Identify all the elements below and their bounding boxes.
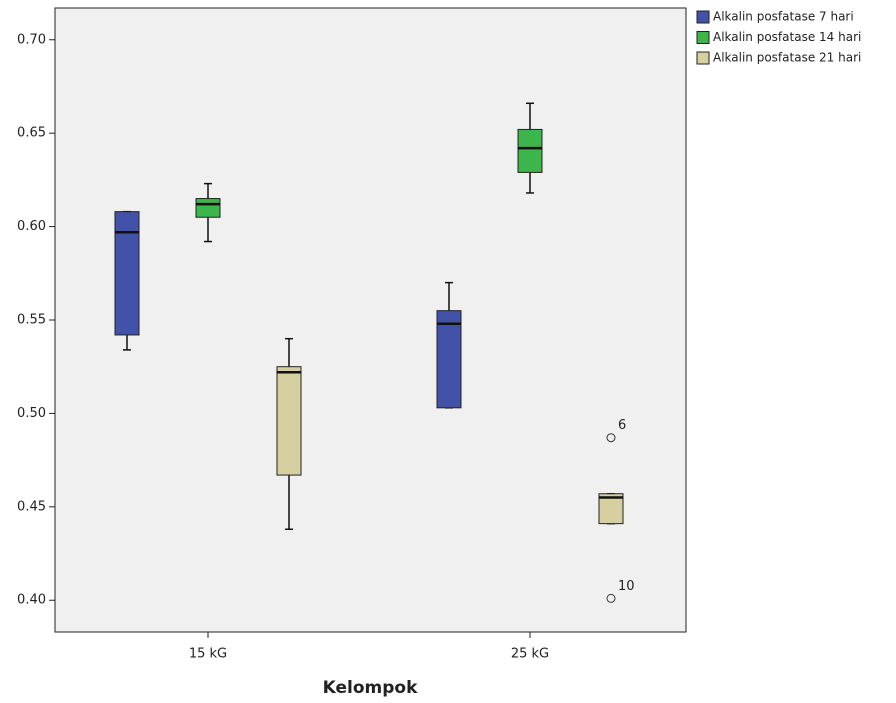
outlier-label: 6 (618, 418, 626, 433)
outlier-label: 10 (618, 579, 635, 594)
box (518, 129, 542, 172)
legend-swatch (697, 52, 709, 64)
legend-swatch (697, 32, 709, 44)
y-tick-label: 0.40 (17, 593, 46, 608)
x-tick-label: 25 kG (511, 647, 549, 662)
box (115, 212, 139, 335)
y-tick-label: 0.50 (17, 406, 46, 421)
y-tick-label: 0.65 (17, 126, 46, 141)
y-tick-label: 0.55 (17, 313, 46, 328)
y-tick-label: 0.70 (17, 32, 46, 47)
legend-swatch (697, 11, 709, 23)
chart: Kelompok 0.40 0.45 0.50 0.55 0.60 0.65 0.70 15 … (0, 0, 896, 703)
y-tick-label: 0.60 (17, 219, 46, 234)
y-tick-label: 0.45 (17, 499, 46, 514)
legend-label: Alkalin posfatase 7 hari (713, 10, 854, 24)
x-axis-title: Kelompok (323, 678, 418, 698)
plot-area (55, 8, 686, 632)
box (437, 311, 461, 408)
x-tick-label: 15 kG (189, 647, 227, 662)
box (196, 199, 220, 218)
legend-label: Alkalin posfatase 21 hari (713, 51, 861, 65)
legend-label: Alkalin posfatase 14 hari (713, 30, 861, 44)
box (277, 367, 301, 475)
